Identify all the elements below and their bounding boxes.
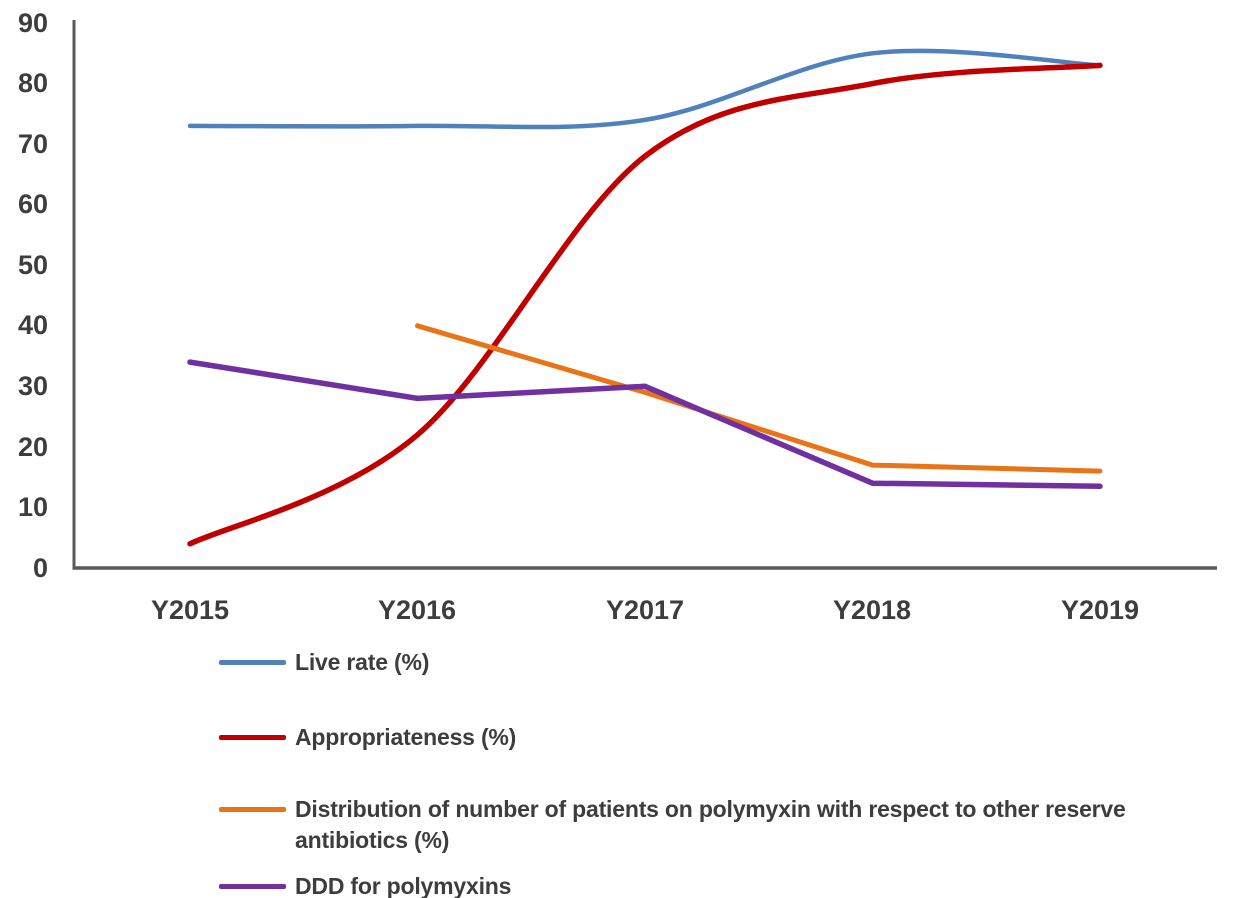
plot-area xyxy=(72,20,1217,570)
y-axis-tick-label: 40 xyxy=(17,310,48,340)
y-axis-tick-label: 20 xyxy=(17,432,48,462)
legend-item: DDD for polymyxins xyxy=(219,871,511,898)
legend-label: Appropriateness (%) xyxy=(295,724,517,750)
y-axis-tick-label: 0 xyxy=(32,553,48,583)
legend-item: Distribution of number of patients on po… xyxy=(219,794,1230,856)
series-line-2 xyxy=(415,323,1103,474)
y-axis-tick-label: 30 xyxy=(17,371,48,401)
legend-swatch-appropriateness xyxy=(219,735,286,740)
y-axis-tick-label: 90 xyxy=(17,8,48,38)
legend-swatch-ddd xyxy=(219,884,286,889)
series-line-3 xyxy=(187,359,1103,490)
x-axis-tick-label: Y2018 xyxy=(832,595,912,625)
legend-item: Appropriateness (%) xyxy=(219,722,516,753)
y-axis-tick-label: 80 xyxy=(17,68,48,98)
series-line-0 xyxy=(187,48,1103,130)
y-axis-tick-label: 10 xyxy=(17,492,48,522)
series-layer xyxy=(187,48,1103,547)
legend-swatch-live-rate xyxy=(219,660,286,665)
y-axis-tick-label: 70 xyxy=(17,129,48,159)
legend-swatch-distribution xyxy=(219,807,286,812)
x-axis-tick-label: Y2015 xyxy=(150,595,230,625)
series-line-1 xyxy=(187,62,1103,547)
legend-label: Live rate (%) xyxy=(295,649,430,675)
y-axis-tick-label: 50 xyxy=(17,250,48,280)
y-axis-tick-label: 60 xyxy=(17,189,48,219)
legend-label: DDD for polymyxins xyxy=(295,873,512,898)
x-axis-tick-label: Y2016 xyxy=(377,595,457,625)
legend-label: Distribution of number of patients on po… xyxy=(295,796,1126,853)
legend-item: Live rate (%) xyxy=(219,647,429,678)
x-axis-tick-label: Y2019 xyxy=(1060,595,1140,625)
x-axis-tick-label: Y2017 xyxy=(605,595,685,625)
